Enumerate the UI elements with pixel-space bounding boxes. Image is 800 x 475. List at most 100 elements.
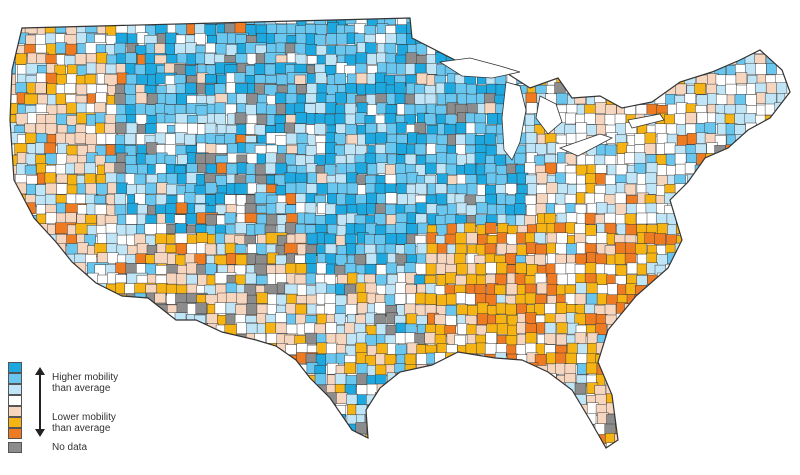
county-cell (415, 443, 428, 448)
county-cell (125, 52, 137, 65)
county-cell (634, 152, 646, 164)
county-cell (607, 283, 619, 296)
county-cell (414, 143, 427, 156)
county-cell (365, 42, 377, 54)
county-cell (214, 302, 227, 314)
county-cell (284, 415, 296, 427)
county-cell (774, 253, 787, 265)
county-cell (584, 55, 597, 67)
county-cell (586, 74, 598, 86)
county-cell (727, 323, 739, 336)
county-cell (455, 275, 467, 287)
county-cell (625, 383, 638, 395)
county-cell (724, 383, 736, 396)
county-cell (687, 283, 699, 296)
county-cell (295, 112, 308, 124)
county-cell (595, 22, 607, 35)
county-cell (674, 34, 686, 46)
county-cell (756, 344, 769, 356)
county-cell (344, 113, 357, 126)
county-cell (675, 382, 687, 395)
county-cell (466, 45, 478, 57)
county-cell (177, 404, 189, 416)
county-cell (457, 383, 469, 395)
county-cell (205, 42, 217, 55)
county-cell (645, 202, 658, 215)
county-cell (596, 52, 609, 64)
county-cell (724, 353, 736, 366)
county-cell (776, 142, 789, 155)
county-cell (195, 392, 208, 404)
county-cell (764, 184, 777, 197)
county-cell (736, 162, 748, 175)
county-cell (574, 54, 587, 67)
county-cell (755, 154, 767, 166)
county-cell (305, 93, 317, 105)
county-cell (735, 313, 747, 326)
county-cell (176, 442, 189, 448)
county-cell (725, 83, 737, 96)
county-cell (706, 23, 718, 36)
county-cell (754, 304, 767, 316)
county-cell (685, 255, 697, 267)
county-cell (25, 244, 37, 257)
county-cell (284, 423, 297, 436)
legend: Higher mobility than average Lower mobil… (8, 362, 178, 462)
county-cell (196, 232, 209, 244)
county-cell (656, 62, 668, 74)
county-cell (356, 203, 369, 216)
county-cell (475, 202, 488, 214)
county-cell (717, 32, 729, 45)
county-cell (664, 24, 677, 36)
county-cell (636, 324, 649, 336)
county-cell (15, 182, 28, 195)
county-cell (765, 172, 777, 185)
county-cell (755, 224, 767, 236)
county-cell (214, 412, 236, 425)
county-cell (345, 123, 357, 136)
county-cell (674, 424, 687, 436)
county-cell (294, 233, 307, 245)
county-cell (557, 434, 569, 446)
county-cell (86, 62, 98, 75)
county-cell (574, 18, 587, 25)
county-cell (465, 204, 478, 217)
county-cell (664, 433, 676, 445)
county-cell (507, 173, 519, 185)
county-cell (606, 18, 618, 27)
county-cell (66, 243, 79, 255)
county-cell (754, 164, 766, 176)
county-cell (505, 52, 518, 64)
county-cell (514, 273, 527, 285)
county-cell (495, 45, 508, 57)
county-cell (315, 413, 328, 425)
county-cell (386, 424, 399, 436)
county-cell (74, 162, 86, 175)
county-cell (644, 143, 656, 155)
county-cell (554, 44, 567, 57)
county-cell (585, 362, 598, 375)
county-cell (14, 342, 26, 354)
county-cell (265, 403, 277, 415)
county-cell (314, 403, 327, 416)
county-cell (305, 272, 318, 285)
county-cell (747, 18, 759, 25)
county-cell (365, 132, 377, 145)
county-cell (74, 53, 87, 65)
county-cell (456, 263, 468, 275)
county-cell (665, 444, 678, 448)
county-cell (715, 24, 727, 37)
county-cell (676, 404, 689, 416)
county-cell (705, 53, 718, 66)
county-cell (76, 323, 88, 336)
county-cell (485, 332, 497, 344)
county-cell (494, 22, 506, 35)
county-cell (544, 413, 557, 426)
county-cell (624, 433, 636, 445)
county-cell (564, 424, 576, 437)
county-cell (266, 213, 278, 226)
county-cell (397, 442, 409, 448)
county-cell (626, 203, 638, 215)
county-cell (525, 53, 538, 65)
county-cell (714, 163, 727, 175)
